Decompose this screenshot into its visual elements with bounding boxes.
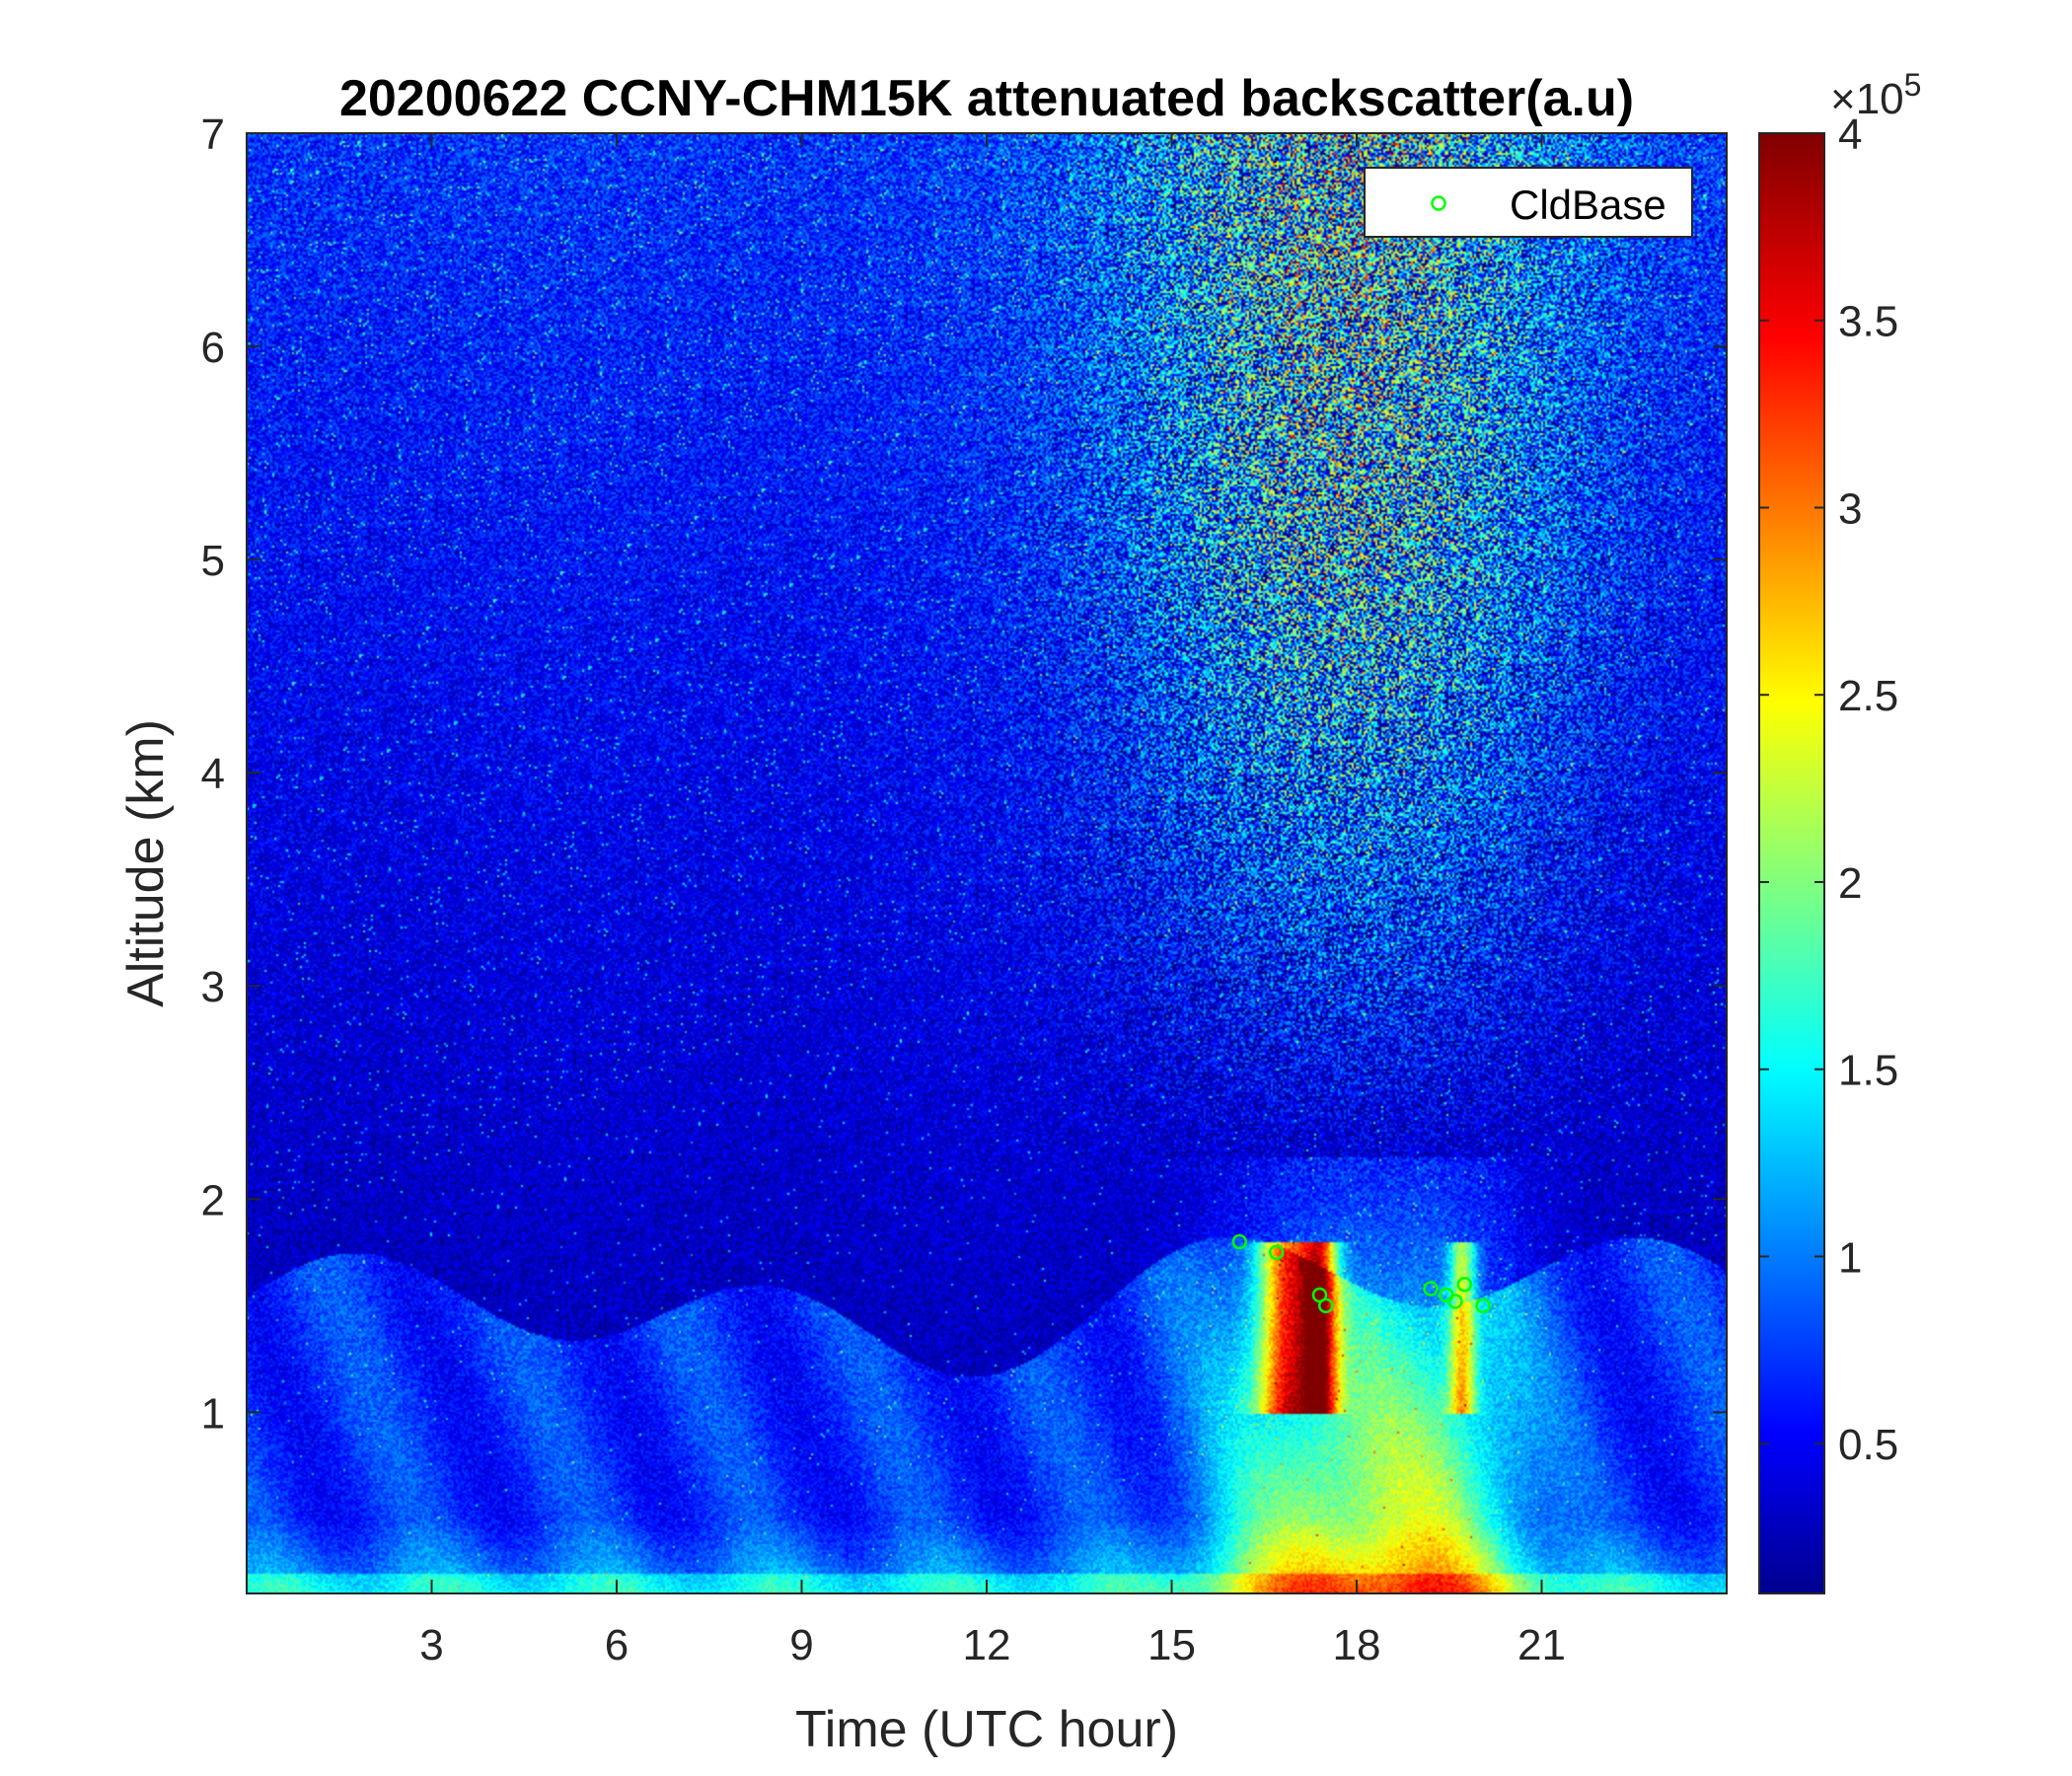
y-tick-label: 7 [201,111,225,159]
colorbar: 0.5 1 1.5 2 2.5 3 3.5 4 ×105 [1758,67,1921,1594]
y-tick-label: 3 [201,963,225,1011]
cldbase-point [1231,1233,1247,1250]
x-tick-label: 21 [1517,1621,1566,1669]
x-tick-label: 6 [605,1621,629,1669]
colorbar-tick-label: 2.5 [1838,672,1898,720]
colorbar-tick-label: 4 [1838,111,1862,159]
colorbar-gradient [1758,132,1825,1594]
heatmap-field [247,133,1727,1593]
colorbar-tick-label: 3.5 [1838,298,1898,346]
y-axis-ticks: 1 2 3 4 5 6 7 [201,111,1727,1438]
heatmap-raster [247,133,1727,1593]
colorbar-tick-label: 2 [1838,859,1862,908]
y-tick-label: 4 [201,750,225,798]
colorbar-tick-label: 1 [1838,1233,1862,1282]
legend: CldBase [1364,167,1693,238]
x-tick-label: 12 [963,1621,1011,1669]
cldbase-point [1475,1297,1491,1314]
colorbar-tick-label: 3 [1838,484,1862,533]
colorbar-tick-label: 0.5 [1838,1421,1898,1469]
x-axis-title: Time (UTC hour) [795,1701,1178,1758]
cldbase-point [1269,1244,1285,1261]
cldbase-point [1318,1297,1334,1314]
cldbase-markers [1231,1233,1491,1314]
legend-label-cldbase: CldBase [1510,182,1666,228]
cldbase-point [1423,1281,1439,1296]
colorbar-exponent-base: ×10 [1830,75,1904,123]
cldbase-point [1456,1276,1473,1293]
x-axis-ticks: 3 6 9 12 15 18 21 [419,133,1566,1669]
chart-title: 20200622 CCNY-CHM15K attenuated backscat… [339,70,1634,127]
colorbar-ticks: 0.5 1 1.5 2 2.5 3 3.5 4 [1759,111,1898,1469]
x-tick-label: 3 [419,1621,443,1669]
colorbar-exponent-power: 5 [1904,67,1922,103]
y-axis-title: Altitude (km) [117,719,175,1007]
colorbar-exponent: ×105 [1830,67,1921,123]
x-tick-label: 9 [789,1621,813,1669]
y-tick-label: 1 [201,1389,225,1438]
y-tick-label: 6 [201,324,225,372]
heatmap-raster-container [247,133,1727,1593]
legend-marker-cldbase [1431,195,1446,211]
legend-box [1364,167,1693,238]
y-tick-label: 5 [201,537,225,585]
y-tick-label: 2 [201,1176,225,1224]
colorbar-tick-label: 1.5 [1838,1047,1898,1095]
x-tick-label: 15 [1147,1621,1196,1669]
cldbase-point [1447,1294,1463,1309]
x-tick-label: 18 [1333,1621,1381,1669]
